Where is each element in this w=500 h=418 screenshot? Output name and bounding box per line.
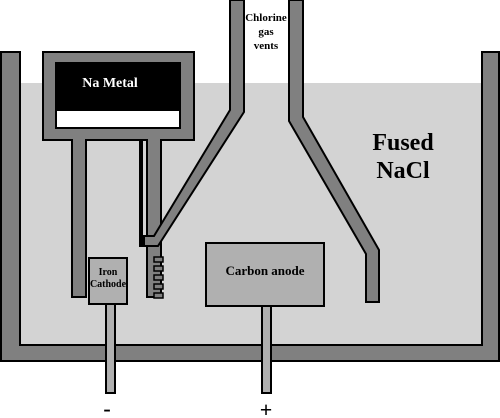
fused-nacl-label-line1: Fused [372, 130, 434, 156]
chlorine-label-line1: Chlorine [245, 12, 287, 24]
na-metal-layer [56, 63, 180, 111]
iron-cathode [88, 257, 128, 305]
anode-lead [261, 305, 272, 394]
chlorine-vent-right-wall [288, 0, 380, 303]
na-metal-label: Na Metal [82, 76, 138, 91]
iron-cathode-label-line1: Iron [99, 267, 118, 278]
chlorine-vent-left-wall [143, 0, 245, 247]
chlorine-label-line2: gas [258, 26, 274, 38]
fused-nacl-label-line2: NaCl [376, 158, 430, 184]
iron-cathode-label-line2: Cathode [90, 279, 127, 290]
plus-sign: + [260, 397, 273, 418]
chlorine-label-line3: vents [254, 40, 279, 52]
diaphragm-screen [153, 256, 164, 299]
cell-container-wall [0, 51, 500, 362]
carbon-anode-label: Carbon anode [225, 263, 304, 278]
cathode-lead [105, 303, 116, 394]
minus-sign: - [103, 396, 110, 418]
